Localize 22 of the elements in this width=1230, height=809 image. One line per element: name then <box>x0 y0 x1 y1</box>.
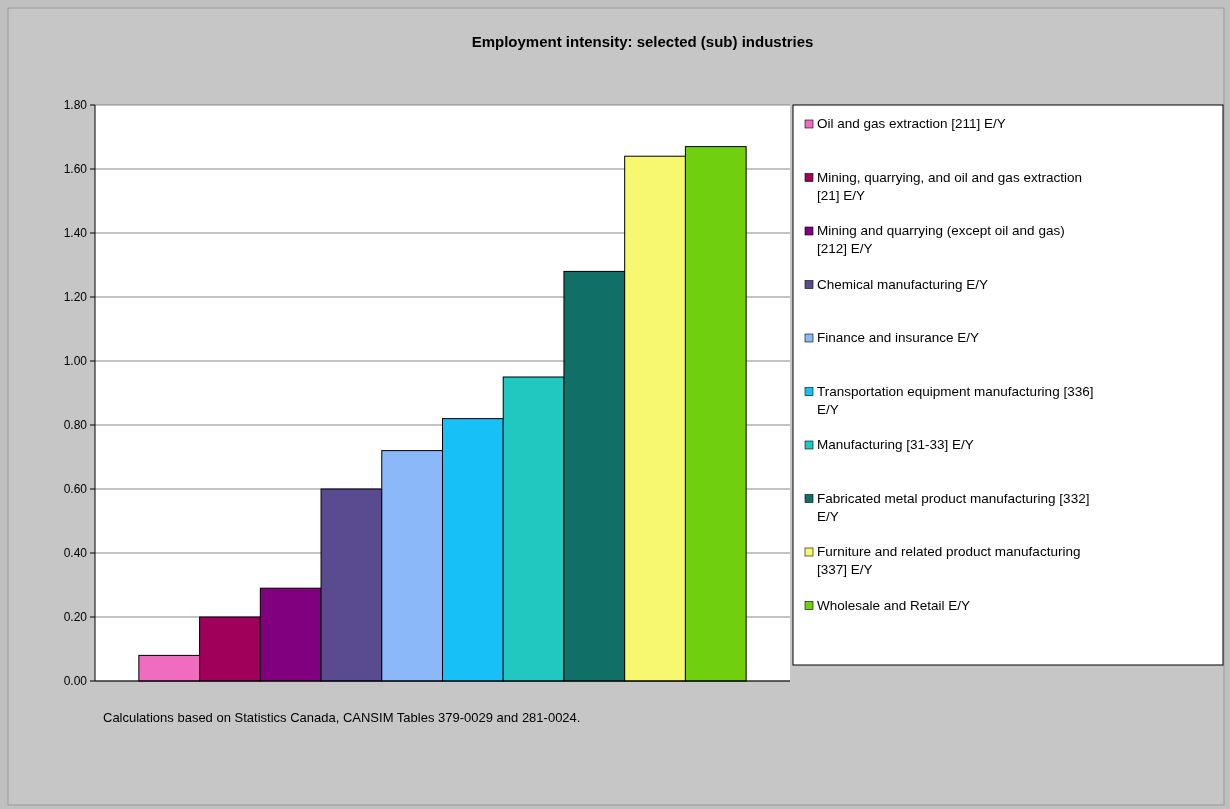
chart-title: Employment intensity: selected (sub) industries <box>471 33 814 50</box>
y-tick-label: 0.20 <box>63 610 88 625</box>
legend-label: Finance and insurance E/Y <box>817 330 980 345</box>
y-tick-label: 0.80 <box>63 418 88 433</box>
legend-label: Mining and quarrying (except oil and gas) [212] E/Y <box>817 223 1065 256</box>
legend-label: Oil and gas extraction [211] E/Y <box>817 116 1006 131</box>
y-tick-label: 0.60 <box>63 482 88 497</box>
y-tick-label: 1.40 <box>63 226 88 241</box>
y-tick-label: 1.00 <box>63 354 88 369</box>
legend-label: Furniture and related product manufacturing [337] E/Y <box>817 544 1081 577</box>
y-tick-label: 1.80 <box>63 98 88 113</box>
y-tick-label: 0.00 <box>63 674 88 689</box>
legend-label: Fabricated metal product manufacturing [332] E/Y <box>817 490 1090 524</box>
y-tick-label: 1.20 <box>63 290 88 305</box>
legend-label: Manufacturing [31-33] E/Y <box>817 437 974 452</box>
legend-label: Mining, quarrying, and oil and gas extraction [21] E/Y <box>817 169 1082 203</box>
legend-label: Wholesale and Retail E/Y <box>817 597 971 613</box>
y-tick-label: 1.60 <box>63 162 88 177</box>
text: Calculations based on Statistics Canada, CANSIM Tables 379-0029 and 281-0024. <box>103 710 581 725</box>
legend-label: Transportation equipment manufacturing [336] E/Y <box>817 383 1094 417</box>
y-tick-label: 0.40 <box>63 546 88 561</box>
legend-label: Chemical manufacturing E/Y <box>817 276 989 292</box>
